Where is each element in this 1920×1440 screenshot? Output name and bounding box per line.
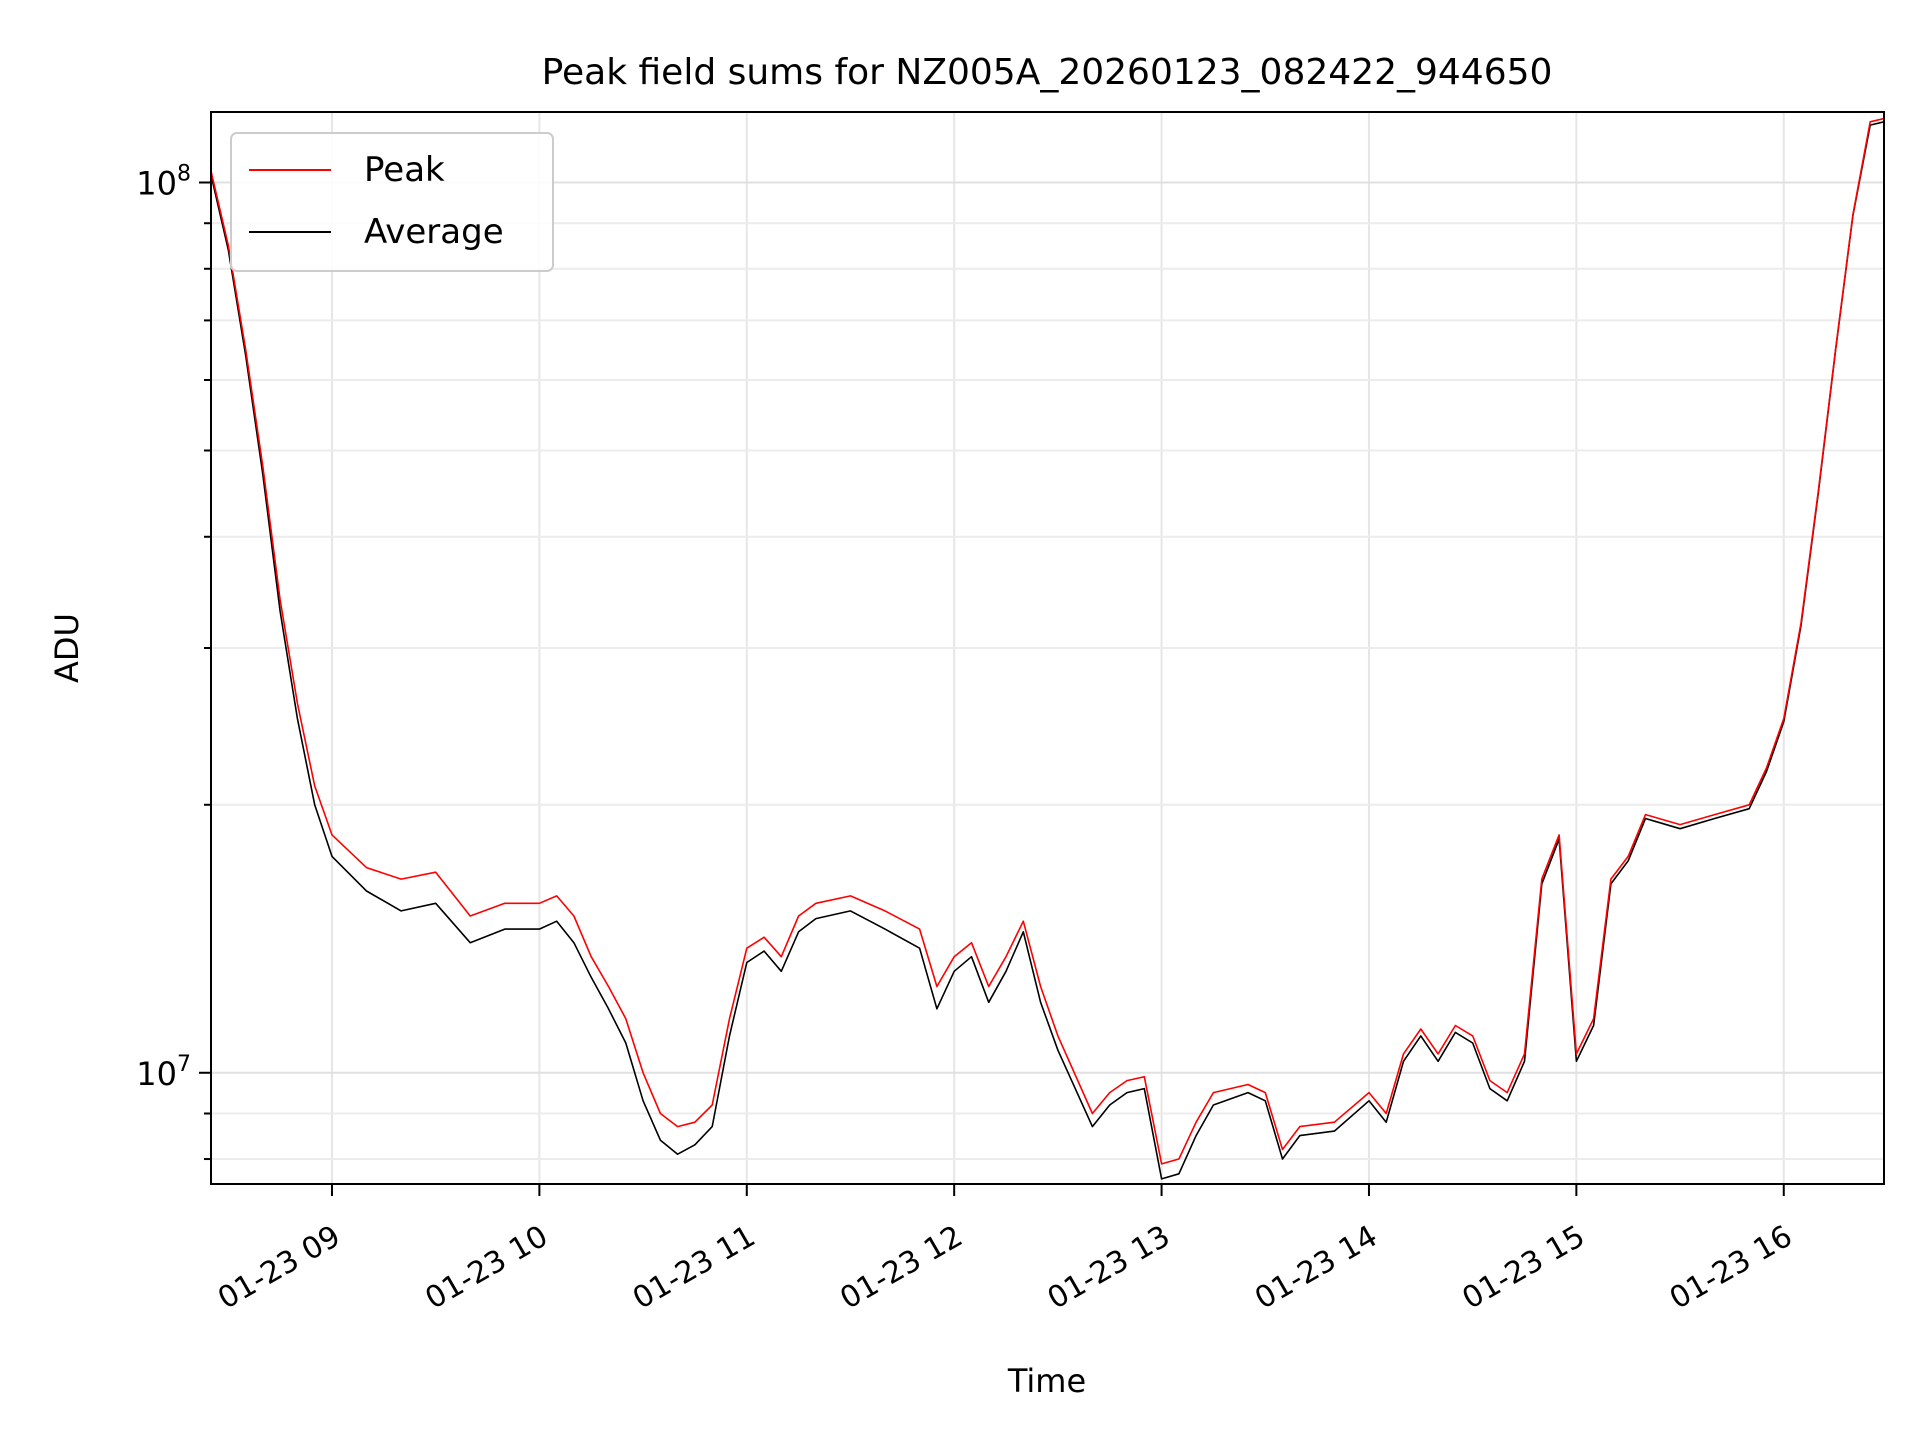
grid (211, 112, 1884, 1184)
y-tick-label: 108 (136, 161, 191, 202)
y-tick-exponent: 7 (177, 1052, 191, 1077)
y-tick-base: 10 (136, 1055, 177, 1093)
legend: Peak Average (230, 132, 554, 272)
chart-title: Peak field sums for NZ005A_20260123_0824… (542, 52, 1553, 93)
y-tick-base: 10 (136, 164, 177, 202)
legend-label-peak: Peak (364, 150, 445, 190)
y-tick-exponent: 8 (177, 161, 191, 186)
y-tick-label: 107 (136, 1052, 191, 1093)
x-axis-label: Time (1007, 1362, 1086, 1400)
series-line-peak (211, 117, 1884, 1165)
legend-label-average: Average (364, 212, 504, 252)
y-axis-label: ADU (48, 613, 86, 683)
series-layer (211, 117, 1884, 1180)
legend-box (230, 132, 554, 272)
